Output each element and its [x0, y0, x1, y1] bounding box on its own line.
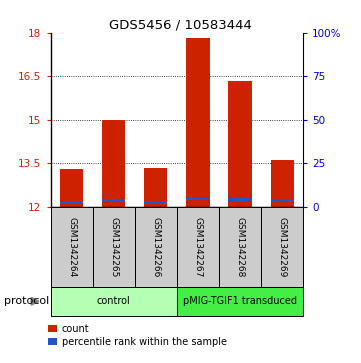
Bar: [177, 287, 303, 316]
Bar: [51, 207, 93, 287]
Bar: [102, 199, 125, 202]
Text: GSM1342265: GSM1342265: [109, 217, 118, 277]
Bar: [271, 200, 294, 202]
Bar: [186, 38, 209, 207]
Text: GDS5456 / 10583444: GDS5456 / 10583444: [109, 18, 252, 31]
Text: GSM1342267: GSM1342267: [193, 217, 203, 277]
Bar: [186, 197, 209, 200]
Text: GSM1342264: GSM1342264: [67, 217, 76, 277]
Bar: [144, 168, 168, 207]
Text: GSM1342266: GSM1342266: [151, 217, 160, 277]
Bar: [93, 207, 135, 287]
Text: pMIG-TGIF1 transduced: pMIG-TGIF1 transduced: [183, 296, 297, 306]
Bar: [60, 200, 83, 203]
Text: protocol: protocol: [4, 296, 49, 306]
Bar: [144, 201, 168, 203]
Legend: count, percentile rank within the sample: count, percentile rank within the sample: [48, 324, 227, 347]
Bar: [60, 169, 83, 207]
Bar: [177, 207, 219, 287]
Text: control: control: [97, 296, 131, 306]
Bar: [229, 199, 252, 201]
Bar: [271, 160, 294, 207]
Bar: [51, 287, 177, 316]
Bar: [102, 121, 125, 207]
Bar: [229, 81, 252, 207]
Text: GSM1342268: GSM1342268: [236, 217, 244, 277]
Bar: [261, 207, 303, 287]
Bar: [219, 207, 261, 287]
Text: GSM1342269: GSM1342269: [278, 217, 287, 277]
Bar: [135, 207, 177, 287]
